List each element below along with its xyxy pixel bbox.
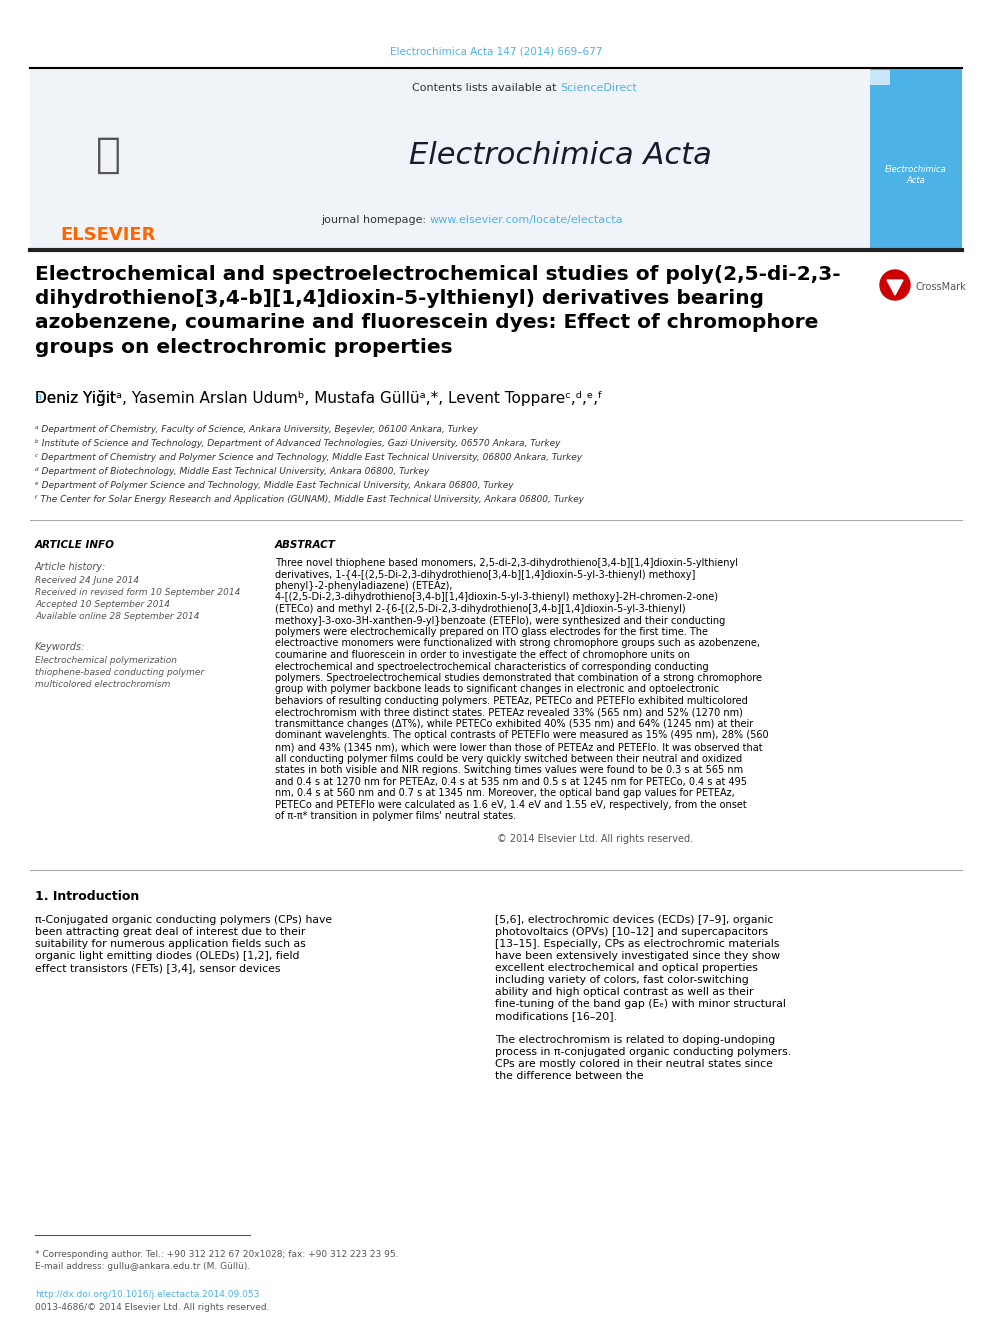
Text: electroactive monomers were functionalized with strong chromophore groups such a: electroactive monomers were functionaliz…: [275, 639, 760, 648]
Text: photovoltaics (OPVs) [10–12] and supercapacitors: photovoltaics (OPVs) [10–12] and superca…: [495, 927, 768, 937]
Text: organic light emitting diodes (OLEDs) [1,2], field: organic light emitting diodes (OLEDs) [1…: [35, 951, 300, 960]
Text: Article history:: Article history:: [35, 562, 106, 572]
Text: [13–15]. Especially, CPs as electrochromic materials: [13–15]. Especially, CPs as electrochrom…: [495, 939, 780, 949]
Text: (ETECo) and methyl 2-{6-[(2,5-Di-2,3-dihydrothieno[3,4-b][1,4]dioxin-5-yl-3-thie: (ETECo) and methyl 2-{6-[(2,5-Di-2,3-dih…: [275, 605, 685, 614]
Text: derivatives, 1-{4-[(2,5-Di-2,3-dihydrothieno[3,4-b][1,4]dioxin-5-yl-3-thienyl) m: derivatives, 1-{4-[(2,5-Di-2,3-dihydroth…: [275, 569, 695, 579]
Text: multicolored electrochromism: multicolored electrochromism: [35, 680, 171, 689]
Text: π-Conjugated organic conducting polymers (CPs) have: π-Conjugated organic conducting polymers…: [35, 916, 332, 925]
Text: all conducting polymer films could be very quickly switched between their neutra: all conducting polymer films could be ve…: [275, 754, 742, 763]
Text: polymers were electrochemically prepared on ITO glass electrodes for the first t: polymers were electrochemically prepared…: [275, 627, 708, 636]
Text: nm, 0.4 s at 560 nm and 0.7 s at 1345 nm. Moreover, the optical band gap values : nm, 0.4 s at 560 nm and 0.7 s at 1345 nm…: [275, 789, 735, 798]
Text: http://dx.doi.org/10.1016/j.electacta.2014.09.053: http://dx.doi.org/10.1016/j.electacta.20…: [35, 1290, 259, 1299]
Text: ELSEVIER: ELSEVIER: [61, 226, 156, 243]
Text: Electrochemical and spectroelectrochemical studies of poly(2,5-di-2,3-
dihydroth: Electrochemical and spectroelectrochemic…: [35, 265, 840, 357]
Text: Deniz Yiğitᵃ, Yasemin Arslan Udumᵇ, Mustafa Güllüᵃ,*, Levent Toppareᶜ,ᵈ,ᵉ,ᶠ: Deniz Yiğitᵃ, Yasemin Arslan Udumᵇ, Must…: [35, 390, 602, 406]
Text: Keywords:: Keywords:: [35, 642, 85, 652]
Text: CrossMark: CrossMark: [915, 282, 966, 292]
Bar: [30, 67, 870, 250]
Text: a: a: [35, 392, 41, 402]
Text: including variety of colors, fast color-switching: including variety of colors, fast color-…: [495, 975, 749, 986]
Text: ᶜ Department of Chemistry and Polymer Science and Technology, Middle East Techni: ᶜ Department of Chemistry and Polymer Sc…: [35, 452, 582, 462]
Text: states in both visible and NIR regions. Switching times values were found to be : states in both visible and NIR regions. …: [275, 765, 743, 775]
Text: Three novel thiophene based monomers, 2,5-di-2,3-dihydrothieno[3,4-b][1,4]dioxin: Three novel thiophene based monomers, 2,…: [275, 558, 738, 568]
Text: excellent electrochemical and optical properties: excellent electrochemical and optical pr…: [495, 963, 758, 972]
Text: ScienceDirect: ScienceDirect: [560, 83, 637, 93]
Text: suitability for numerous application fields such as: suitability for numerous application fie…: [35, 939, 306, 949]
Bar: [30, 67, 205, 250]
Text: * Corresponding author. Tel.: +90 312 212 67 20x1028; fax: +90 312 223 23 95.: * Corresponding author. Tel.: +90 312 21…: [35, 1250, 399, 1259]
Text: modifications [16–20].: modifications [16–20].: [495, 1011, 617, 1021]
Text: ᶠ The Center for Solar Energy Research and Application (GUNAM), Middle East Tech: ᶠ The Center for Solar Energy Research a…: [35, 495, 584, 504]
Text: methoxy]-3-oxo-3H-xanthen-9-yl}benzoate (ETEFlo), were synthesized and their con: methoxy]-3-oxo-3H-xanthen-9-yl}benzoate …: [275, 615, 725, 626]
Text: journal homepage:: journal homepage:: [321, 216, 430, 225]
Text: phenyl}-2-phenyladiazene) (ETEAz),: phenyl}-2-phenyladiazene) (ETEAz),: [275, 581, 452, 591]
Text: ability and high optical contrast as well as their: ability and high optical contrast as wel…: [495, 987, 754, 998]
Text: Deniz Yiğit: Deniz Yiğit: [35, 390, 116, 406]
Text: thiophene-based conducting polymer: thiophene-based conducting polymer: [35, 668, 204, 677]
Text: group with polymer backbone leads to significant changes in electronic and optoe: group with polymer backbone leads to sig…: [275, 684, 719, 695]
Bar: [870, 70, 890, 85]
Polygon shape: [887, 280, 903, 295]
Text: 1. Introduction: 1. Introduction: [35, 890, 139, 904]
Text: and 0.4 s at 1270 nm for PETEAz, 0.4 s at 535 nm and 0.5 s at 1245 nm for PETECo: and 0.4 s at 1270 nm for PETEAz, 0.4 s a…: [275, 777, 747, 786]
Text: CPs are mostly colored in their neutral states since: CPs are mostly colored in their neutral …: [495, 1058, 773, 1069]
Text: www.elsevier.com/locate/electacta: www.elsevier.com/locate/electacta: [430, 216, 624, 225]
Text: 🌳: 🌳: [95, 134, 120, 176]
Text: ᵈ Department of Biotechnology, Middle East Technical University, Ankara 06800, T: ᵈ Department of Biotechnology, Middle Ea…: [35, 467, 430, 476]
Text: effect transistors (FETs) [3,4], sensor devices: effect transistors (FETs) [3,4], sensor …: [35, 963, 281, 972]
Text: Received in revised form 10 September 2014: Received in revised form 10 September 20…: [35, 587, 240, 597]
Text: Received 24 June 2014: Received 24 June 2014: [35, 576, 139, 585]
Text: electrochemical and spectroelectrochemical characteristics of corresponding cond: electrochemical and spectroelectrochemic…: [275, 662, 708, 672]
Text: Electrochemical polymerization: Electrochemical polymerization: [35, 656, 177, 665]
Text: © 2014 Elsevier Ltd. All rights reserved.: © 2014 Elsevier Ltd. All rights reserved…: [497, 833, 693, 844]
Text: coumarine and fluorescein in order to investigate the effect of chromophore unit: coumarine and fluorescein in order to in…: [275, 650, 690, 660]
Text: process in π-conjugated organic conducting polymers.: process in π-conjugated organic conducti…: [495, 1046, 792, 1057]
Text: Electrochimica
Acta: Electrochimica Acta: [885, 165, 947, 185]
Text: the difference between the: the difference between the: [495, 1072, 644, 1081]
Text: Electrochimica Acta 147 (2014) 669–677: Electrochimica Acta 147 (2014) 669–677: [390, 48, 602, 57]
Text: have been extensively investigated since they show: have been extensively investigated since…: [495, 951, 780, 960]
Text: nm) and 43% (1345 nm), which were lower than those of PETEAz and PETEFlo. It was: nm) and 43% (1345 nm), which were lower …: [275, 742, 763, 751]
Text: Electrochimica Acta: Electrochimica Acta: [409, 140, 711, 169]
Text: ᵃ Department of Chemistry, Faculty of Science, Ankara University, Beşevler, 0610: ᵃ Department of Chemistry, Faculty of Sc…: [35, 425, 478, 434]
Text: [5,6], electrochromic devices (ECDs) [7–9], organic: [5,6], electrochromic devices (ECDs) [7–…: [495, 916, 774, 925]
Text: 0013-4686/© 2014 Elsevier Ltd. All rights reserved.: 0013-4686/© 2014 Elsevier Ltd. All right…: [35, 1303, 270, 1312]
Text: 4-[(2,5-Di-2,3-dihydrothieno[3,4-b][1,4]dioxin-5-yl-3-thienyl) methoxy]-2H-chrom: 4-[(2,5-Di-2,3-dihydrothieno[3,4-b][1,4]…: [275, 593, 718, 602]
Text: The electrochromism is related to doping-undoping: The electrochromism is related to doping…: [495, 1035, 776, 1045]
Text: ABSTRACT: ABSTRACT: [275, 540, 336, 550]
Text: PETECo and PETEFlo were calculated as 1.6 eV, 1.4 eV and 1.55 eV, respectively, : PETECo and PETEFlo were calculated as 1.…: [275, 799, 747, 810]
Text: ᵇ Institute of Science and Technology, Department of Advanced Technologies, Gazi: ᵇ Institute of Science and Technology, D…: [35, 439, 560, 448]
Text: electrochromism with three distinct states. PETEAz revealed 33% (565 nm) and 52%: electrochromism with three distinct stat…: [275, 708, 743, 717]
Bar: [870, 67, 962, 250]
Text: fine-tuning of the band gap (Eₑ) with minor structural: fine-tuning of the band gap (Eₑ) with mi…: [495, 999, 786, 1009]
Text: of π-π* transition in polymer films' neutral states.: of π-π* transition in polymer films' neu…: [275, 811, 516, 822]
Text: polymers. Spectroelectrochemical studies demonstrated that combination of a stro: polymers. Spectroelectrochemical studies…: [275, 673, 762, 683]
Text: Contents lists available at: Contents lists available at: [412, 83, 560, 93]
Text: ARTICLE INFO: ARTICLE INFO: [35, 540, 115, 550]
Text: Available online 28 September 2014: Available online 28 September 2014: [35, 613, 199, 620]
Text: ᵉ Department of Polymer Science and Technology, Middle East Technical University: ᵉ Department of Polymer Science and Tech…: [35, 482, 514, 490]
Text: been attracting great deal of interest due to their: been attracting great deal of interest d…: [35, 927, 306, 937]
Text: dominant wavelenghts. The optical contrasts of PETEFlo were measured as 15% (495: dominant wavelenghts. The optical contra…: [275, 730, 769, 741]
Text: E-mail address: gullu@ankara.edu.tr (M. Güllü).: E-mail address: gullu@ankara.edu.tr (M. …: [35, 1262, 250, 1271]
Text: Accepted 10 September 2014: Accepted 10 September 2014: [35, 601, 170, 609]
Text: behaviors of resulting conducting polymers. PETEAz, PETECo and PETEFlo exhibited: behaviors of resulting conducting polyme…: [275, 696, 748, 706]
Circle shape: [880, 270, 910, 300]
Text: transmittance changes (ΔT%), while PETECo exhibited 40% (535 nm) and 64% (1245 n: transmittance changes (ΔT%), while PETEC…: [275, 718, 753, 729]
